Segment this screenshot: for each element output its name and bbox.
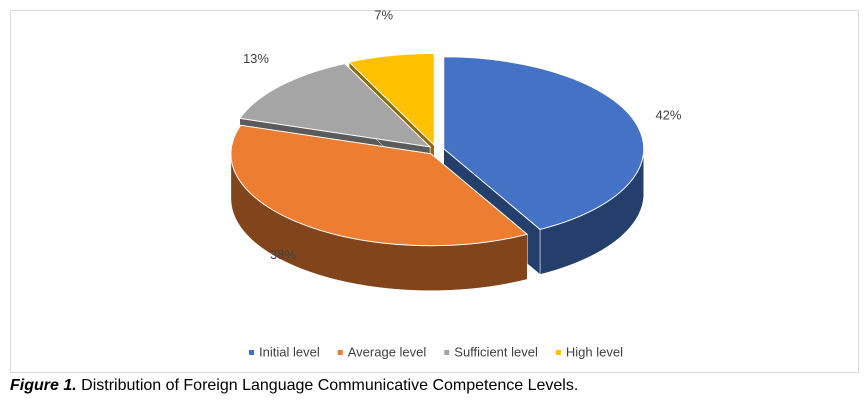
legend-marker [555, 350, 561, 355]
legend-label: Sufficient level [454, 344, 538, 359]
data-label: 42% [655, 107, 681, 122]
caption-text: Distribution of Foreign Language Communi… [81, 377, 579, 394]
chart: 42% 38% 13% 7% Initial level Average level Suf… [10, 8, 859, 373]
slice [348, 52, 435, 147]
data-label: 13% [243, 51, 269, 66]
slice [230, 124, 529, 247]
slice [443, 56, 645, 230]
legend-marker [444, 350, 450, 355]
data-label: 38% [270, 247, 296, 262]
figure-caption: Figure 1. Distribution of Foreign Langua… [10, 377, 578, 395]
caption-label: Figure 1. [10, 377, 77, 394]
data-label: 7% [374, 8, 393, 23]
legend-marker [337, 350, 343, 355]
slice [238, 63, 432, 148]
legend-label: Initial level [259, 344, 320, 359]
legend-marker [249, 350, 255, 355]
legend-label: Average level [348, 344, 427, 359]
legend-label: High level [566, 344, 623, 359]
